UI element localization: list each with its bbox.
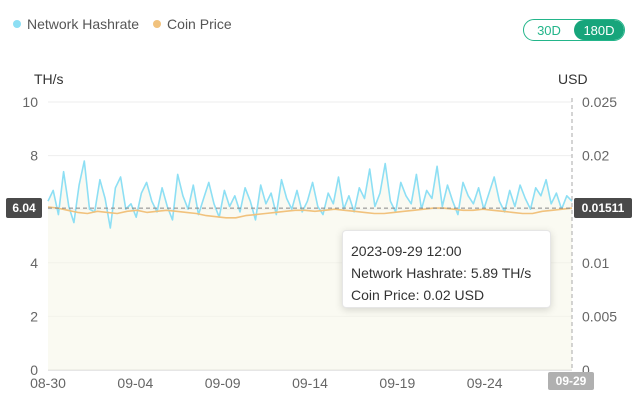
- series-layer: [47, 160, 573, 370]
- left-tick-label: 2: [30, 308, 38, 324]
- range-30d-button[interactable]: 30D: [537, 22, 561, 38]
- x-tick-label: 09-04: [117, 375, 153, 391]
- left-axis-ticks: 0246810: [22, 94, 38, 378]
- hashrate-legend-dot: [13, 20, 21, 28]
- x-tick-label: 09-19: [379, 375, 415, 391]
- legend-label-price: Coin Price: [167, 16, 232, 32]
- series-line-network-hashrate: [47, 160, 573, 229]
- crosshair-date-badge: 09-29: [548, 372, 594, 390]
- right-tick-label: 0.01: [582, 255, 609, 271]
- tooltip-hashrate: Network Hashrate: 5.89 TH/s: [351, 265, 532, 281]
- tooltip-price: Coin Price: 0.02 USD: [351, 287, 485, 303]
- x-tick-label: 09-24: [467, 375, 503, 391]
- crosshair-hashrate-badge: 6.04: [6, 198, 42, 218]
- left-tick-label: 0: [30, 362, 38, 378]
- legend-item-price[interactable]: Coin Price: [153, 16, 232, 32]
- right-tick-label: 0.005: [582, 308, 617, 324]
- right-tick-label: 0.02: [582, 148, 609, 164]
- hashrate-area: [48, 161, 572, 370]
- left-tick-label: 8: [30, 148, 38, 164]
- legend-label-hashrate: Network Hashrate: [27, 16, 140, 32]
- tooltip-date: 2023-09-29 12:00: [351, 243, 462, 259]
- right-tick-label: 0.025: [582, 94, 617, 110]
- series-line-coin-price: [47, 206, 573, 219]
- left-axis-title: TH/s: [34, 71, 64, 87]
- crosshair: [48, 98, 573, 370]
- right-axis-title: USD: [558, 71, 588, 87]
- chart-tooltip: 2023-09-29 12:00 Network Hashrate: 5.89 …: [342, 230, 551, 308]
- range-180d-button[interactable]: 180D: [574, 20, 624, 40]
- range-toggle: 30D 180D: [523, 19, 625, 41]
- x-tick-label: 09-14: [292, 375, 328, 391]
- right-tick-label: 0: [582, 362, 590, 378]
- x-axis-ticks: 08-30 09-04 09-09 09-14 09-19 09-24: [30, 375, 503, 391]
- x-tick-label: 08-30: [30, 375, 66, 391]
- price-legend-dot: [153, 20, 162, 28]
- left-tick-label: 10: [22, 94, 38, 110]
- crosshair-price-badge: 0.01511: [574, 198, 632, 218]
- legend-item-hashrate[interactable]: Network Hashrate: [13, 16, 139, 32]
- left-tick-label: 4: [30, 255, 38, 271]
- x-tick-label: 09-09: [205, 375, 241, 391]
- chart-legend: Network Hashrate Coin Price: [13, 16, 232, 32]
